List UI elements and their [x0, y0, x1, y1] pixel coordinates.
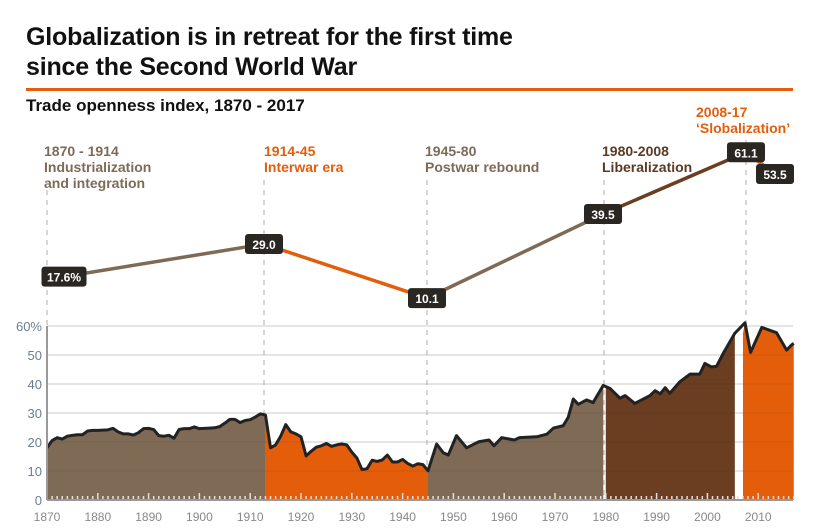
value-label-box [245, 234, 283, 255]
x-tick-label: 1880 [84, 510, 111, 524]
x-tick-label: 1930 [338, 510, 365, 524]
era-name: Liberalization [602, 159, 693, 175]
era-range: 1945-80 [425, 143, 477, 159]
x-tick-label: 1980 [592, 510, 619, 524]
y-tick-label: 20 [28, 435, 42, 450]
y-tick-label: 50 [28, 348, 42, 363]
era-label-2: 1914-45 Interwar era [264, 143, 343, 175]
chart-subtitle: Trade openness index, 1870 - 2017 [26, 96, 305, 115]
x-tick-label: 1970 [542, 510, 569, 524]
era-label-1: 1870 - 1914 Industrialization and integr… [44, 143, 151, 191]
y-tick-label: 40 [28, 377, 42, 392]
title-line-2: since the Second World War [26, 53, 357, 81]
x-tick-label: 1870 [34, 510, 61, 524]
y-tick-label: 0 [35, 493, 42, 508]
x-tick-label: 1940 [389, 510, 416, 524]
era-name-2: and integration [44, 175, 146, 191]
y-tick-label: 60% [16, 319, 42, 334]
value-label-box [756, 163, 794, 184]
era-name: Postwar rebound [425, 159, 540, 175]
x-tick-label: 1920 [288, 510, 315, 524]
value-label: 39.5 [591, 208, 615, 222]
value-label: 29.0 [252, 238, 276, 252]
era-label-3: 1945-80 Postwar rebound [425, 143, 539, 175]
summary-line-segment [426, 212, 604, 300]
value-label: 61.1 [734, 146, 758, 160]
summary-line-segment [63, 242, 265, 279]
x-tick-label: 1950 [440, 510, 467, 524]
x-tick-label: 1990 [643, 510, 670, 524]
y-tick-label: 10 [28, 464, 42, 479]
title-rule [26, 88, 793, 91]
series-line [45, 321, 795, 473]
title-line-1: Globalization is in retreat for the firs… [26, 23, 513, 51]
value-label-box [41, 266, 87, 287]
x-tick-label: 1910 [237, 510, 264, 524]
era-name: Interwar era [264, 159, 344, 175]
value-label: 17.6% [47, 271, 81, 285]
summary-line-segment [263, 242, 428, 300]
chart-title: Globalization is in retreat for the firs… [26, 22, 513, 82]
y-tick-label: 30 [28, 406, 42, 421]
era-range: 1914-45 [264, 143, 316, 159]
era-range: 2008-17 [696, 104, 748, 120]
era-range: 1980-2008 [602, 143, 669, 159]
x-tick-label: 1960 [491, 510, 518, 524]
area-era-4 [605, 333, 735, 500]
x-tick-label: 2000 [694, 510, 721, 524]
era-label-4: 1980-2008 Liberalization [602, 143, 692, 175]
summary-line-segment [602, 150, 747, 216]
era-range: 1870 - 1914 [44, 143, 119, 159]
value-label-box [408, 288, 446, 309]
x-tick-label: 1890 [135, 510, 162, 524]
value-label: 53.5 [763, 168, 787, 182]
area-era-2 [265, 415, 428, 500]
value-label: 10.1 [415, 292, 439, 306]
era-name: ‘Slobalization’ [696, 120, 791, 136]
era-label-5: 2008-17 ‘Slobalization’ [696, 104, 790, 136]
area-era-1 [47, 413, 266, 500]
area-era-3 [428, 385, 604, 500]
era-name: Industrialization [44, 159, 152, 175]
x-tick-label: 1900 [186, 510, 213, 524]
value-label-box [584, 204, 622, 225]
x-tick-label: 2010 [745, 510, 772, 524]
value-label-box [727, 142, 765, 163]
area-era-5 [742, 322, 794, 500]
